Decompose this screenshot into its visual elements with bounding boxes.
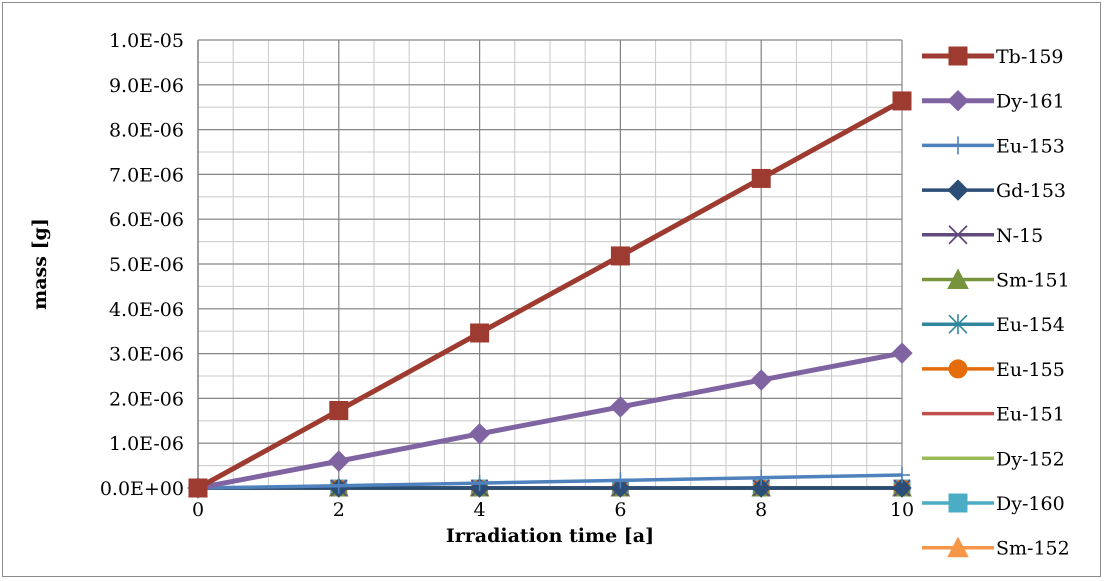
square-marker — [751, 168, 771, 188]
y-tick-label: 3.0E-06 — [109, 344, 184, 366]
y-tick-label: 6.0E-06 — [109, 209, 184, 231]
diamond-marker — [609, 396, 632, 418]
legend-label: N-15 — [996, 225, 1043, 247]
series-line — [196, 98, 904, 491]
legend-item: Sm-152 — [922, 536, 1070, 560]
diamond-marker — [947, 89, 969, 112]
legend-item: Eu-151 — [922, 404, 1065, 426]
legend-label: Eu-155 — [996, 359, 1065, 381]
x-marker-stroke — [948, 225, 968, 245]
legend-item: Dy-161 — [922, 89, 1065, 113]
series-tb-159 — [188, 91, 912, 498]
square-marker — [892, 91, 912, 111]
diamond-marker — [751, 478, 771, 498]
y-tick-label: 1.0E-05 — [109, 30, 184, 52]
plus-marker — [894, 467, 910, 484]
series-line — [197, 473, 903, 490]
x-axis-title: Irradiation time [a] — [446, 525, 654, 547]
triangle-marker — [947, 268, 969, 289]
y-tick-label: 8.0E-06 — [109, 120, 184, 142]
diamond-marker — [947, 179, 969, 201]
square-marker — [610, 246, 630, 266]
diamond-marker — [891, 342, 913, 364]
square-marker — [329, 400, 349, 420]
legend-label: Dy-152 — [996, 448, 1065, 470]
y-tick-label: 0.0E+00 — [100, 478, 184, 500]
y-tick-label: 7.0E-06 — [109, 164, 184, 186]
legend: Tb-159 Dy-161 Eu-153 Gd-153 N-15 Sm-151 Eu-154… — [922, 46, 1070, 560]
plus-marker — [330, 477, 347, 494]
legend-label: Gd-153 — [996, 180, 1066, 202]
diamond-marker — [892, 478, 912, 498]
x-tick-label: 8 — [755, 499, 767, 521]
legend-item: Dy-160 — [922, 493, 1065, 515]
legend-item: Eu-153 — [922, 135, 1065, 157]
plus-marker — [949, 136, 967, 155]
legend-label: Eu-153 — [996, 135, 1065, 157]
series-dy-161 — [187, 342, 913, 499]
legend-item: Sm-151 — [922, 268, 1070, 292]
x-tick-label: 2 — [333, 499, 345, 521]
square-marker — [188, 478, 208, 498]
square-marker — [948, 46, 968, 66]
square-marker — [948, 493, 968, 513]
legend-item: Gd-153 — [922, 179, 1066, 202]
triangle-marker — [947, 536, 969, 558]
diamond-marker — [328, 450, 350, 472]
y-tick-label: 2.0E-06 — [109, 388, 184, 410]
series-layer — [187, 91, 913, 499]
legend-item: Tb-159 — [922, 46, 1064, 68]
diamond-marker — [468, 423, 491, 445]
legend-item: Eu-154 — [922, 314, 1065, 336]
x-tick-label: 0 — [192, 499, 204, 521]
legend-item: Eu-155 — [922, 359, 1065, 381]
legend-label: Eu-154 — [996, 314, 1065, 336]
tick-labels: 0 2 4 6 8 10 0.0E+00 1.0E-06 2.0E-06 3.0E-06 4.0E-… — [100, 30, 914, 521]
legend-label: Dy-161 — [996, 91, 1065, 113]
circle-marker — [948, 359, 968, 379]
legend-label: Eu-151 — [996, 404, 1065, 426]
y-tick-label: 4.0E-06 — [109, 299, 184, 321]
legend-item: Dy-152 — [922, 448, 1065, 470]
x-marker — [948, 225, 968, 245]
legend-label: Tb-159 — [996, 46, 1064, 68]
x-tick-label: 10 — [890, 499, 914, 521]
series-line — [197, 350, 903, 491]
y-tick-label: 9.0E-06 — [109, 75, 184, 97]
legend-item: N-15 — [922, 225, 1043, 247]
y-tick-label: 1.0E-06 — [109, 433, 184, 455]
diamond-marker — [750, 369, 772, 391]
square-marker — [470, 323, 490, 343]
plus-marker — [753, 469, 770, 486]
plus-marker — [471, 475, 488, 492]
y-axis-title: mass [g] — [29, 218, 51, 310]
x-tick-label: 4 — [474, 499, 486, 521]
x-tick-label: 6 — [614, 499, 626, 521]
legend-label: Sm-151 — [996, 270, 1070, 292]
plus-marker — [612, 472, 629, 489]
legend-label: Dy-160 — [996, 493, 1065, 515]
y-tick-label: 5.0E-06 — [109, 254, 184, 276]
asterisk-marker — [948, 314, 968, 335]
legend-label: Sm-152 — [996, 538, 1070, 560]
